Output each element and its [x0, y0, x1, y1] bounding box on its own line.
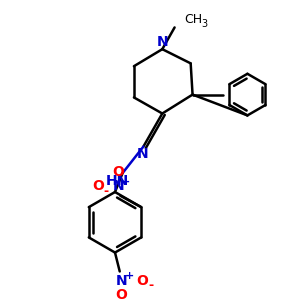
Text: HN: HN — [106, 174, 130, 188]
Text: N: N — [136, 147, 148, 161]
Text: N: N — [116, 274, 127, 288]
Text: N: N — [113, 179, 124, 193]
Text: O: O — [112, 165, 124, 179]
Text: 3: 3 — [201, 19, 207, 28]
Text: N: N — [157, 34, 168, 49]
Text: O: O — [116, 288, 127, 300]
Text: +: + — [124, 271, 134, 281]
Text: CH: CH — [184, 14, 202, 26]
Text: -: - — [104, 184, 109, 198]
Text: O: O — [92, 179, 103, 193]
Text: -: - — [148, 279, 154, 292]
Text: +: + — [121, 177, 130, 187]
Text: O: O — [136, 274, 148, 288]
